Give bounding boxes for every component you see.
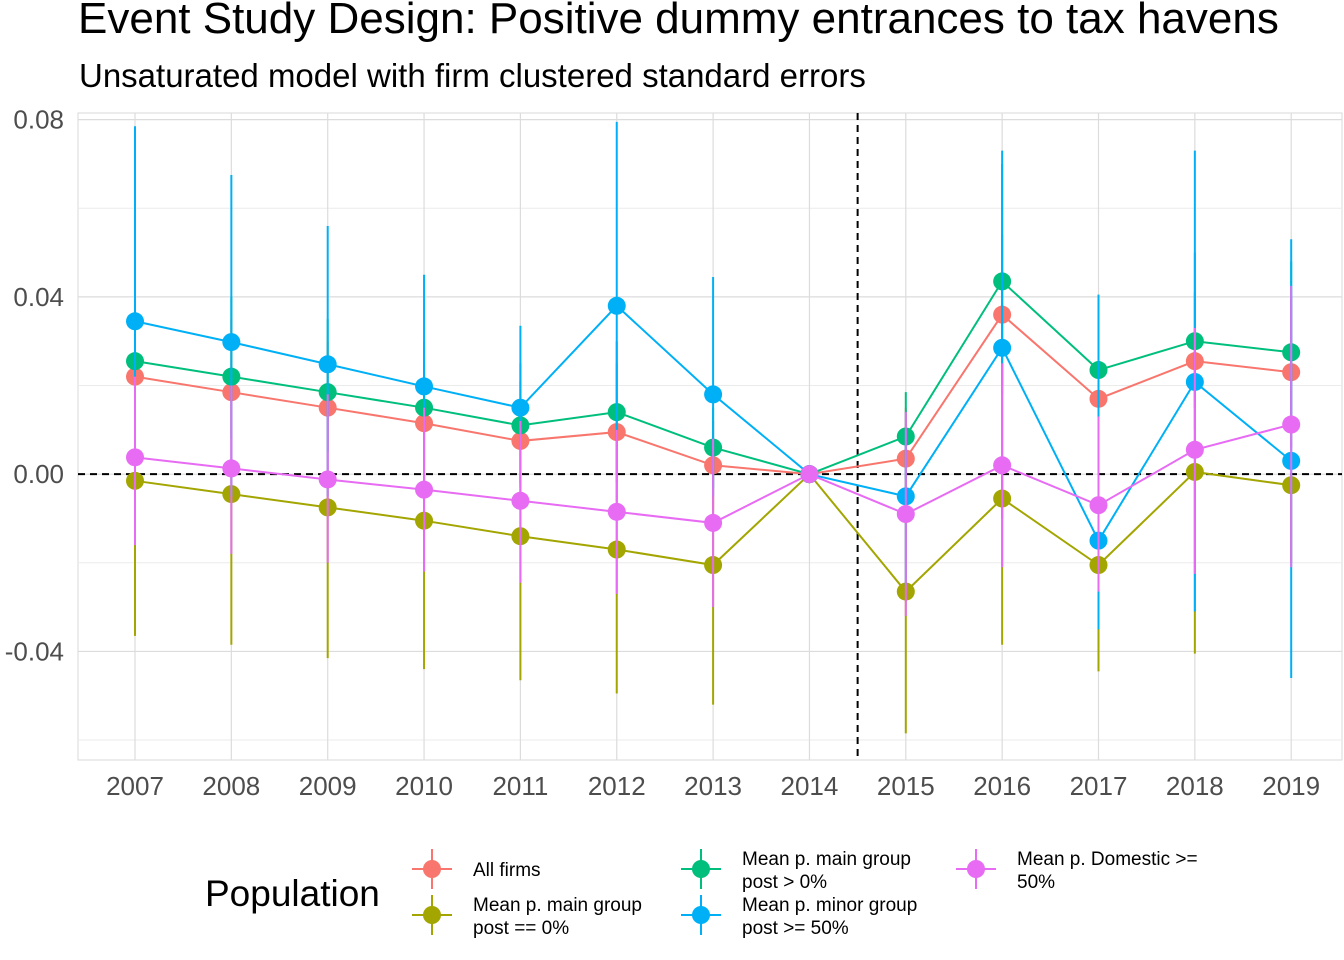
- chart-title: Event Study Design: Positive dummy entra…: [78, 0, 1279, 43]
- x-tick-label: 2009: [299, 771, 357, 801]
- y-tick-label: 0.08: [13, 105, 64, 135]
- x-tick-label: 2017: [1070, 771, 1128, 801]
- legend-key-point: [692, 906, 710, 924]
- data-point: [126, 448, 144, 467]
- legend-label: Mean p. Domestic >= 50%: [1017, 849, 1198, 893]
- data-point: [1089, 496, 1108, 515]
- data-point: [704, 385, 723, 404]
- data-point: [896, 505, 915, 524]
- chart-subtitle: Unsaturated model with firm clustered st…: [79, 57, 866, 94]
- data-point: [511, 491, 530, 510]
- panel-border: [77, 112, 1343, 761]
- y-tick-label: -0.04: [5, 636, 64, 666]
- data-point: [1185, 440, 1204, 459]
- x-tick-label: 2014: [781, 771, 839, 801]
- legend-key-point: [423, 860, 441, 878]
- legend-key-point: [967, 860, 985, 878]
- data-point: [222, 333, 241, 352]
- x-tick-label: 2015: [877, 771, 935, 801]
- y-tick-label: 0.00: [13, 459, 64, 489]
- data-point: [800, 465, 819, 484]
- data-point: [126, 312, 144, 331]
- legend-item: Mean p. main group post > 0%: [681, 849, 911, 893]
- x-tick-label: 2019: [1262, 771, 1320, 801]
- legend-item: Mean p. Domestic >= 50%: [956, 849, 1198, 893]
- legend-title: Population: [205, 873, 380, 914]
- series-group: [126, 285, 1301, 616]
- x-tick-label: 2007: [106, 771, 164, 801]
- x-tick-label: 2008: [202, 771, 260, 801]
- legend-item: All firms: [412, 849, 541, 889]
- legend-key-point: [423, 906, 441, 924]
- legend: Population All firms Mean p. main group pos…: [205, 849, 1198, 939]
- data-point: [318, 355, 337, 374]
- legend-item: Mean p. main group post == 0%: [412, 895, 642, 939]
- data-point: [415, 377, 434, 396]
- legend-label: Mean p. main group post == 0%: [473, 895, 642, 939]
- x-tick-label: 2018: [1166, 771, 1224, 801]
- plot-panel: -0.04 0.00 0.04 0.08 2007 2008 2009 2010 2011 201…: [5, 105, 1343, 801]
- data-point: [704, 513, 723, 532]
- x-tick-label: 2011: [492, 771, 548, 801]
- legend-key-point: [692, 860, 710, 878]
- x-tick-label: 2013: [684, 771, 742, 801]
- data-point: [607, 296, 626, 315]
- legend-item: Mean p. minor group post >= 50%: [681, 895, 917, 939]
- x-tick-label: 2012: [588, 771, 646, 801]
- legend-label: All firms: [473, 860, 541, 881]
- data-point: [993, 456, 1012, 475]
- legend-label: Mean p. main group post > 0%: [742, 849, 911, 893]
- data-point: [222, 459, 241, 478]
- x-tick-label: 2010: [395, 771, 453, 801]
- data-point: [993, 338, 1012, 357]
- data-point: [318, 470, 337, 489]
- data-point: [607, 502, 626, 521]
- y-tick-label: 0.04: [13, 282, 64, 312]
- data-point: [511, 398, 530, 417]
- data-point: [415, 480, 434, 499]
- legend-label: Mean p. minor group post >= 50%: [742, 895, 917, 939]
- x-tick-label: 2016: [973, 771, 1031, 801]
- data-point: [1282, 415, 1301, 434]
